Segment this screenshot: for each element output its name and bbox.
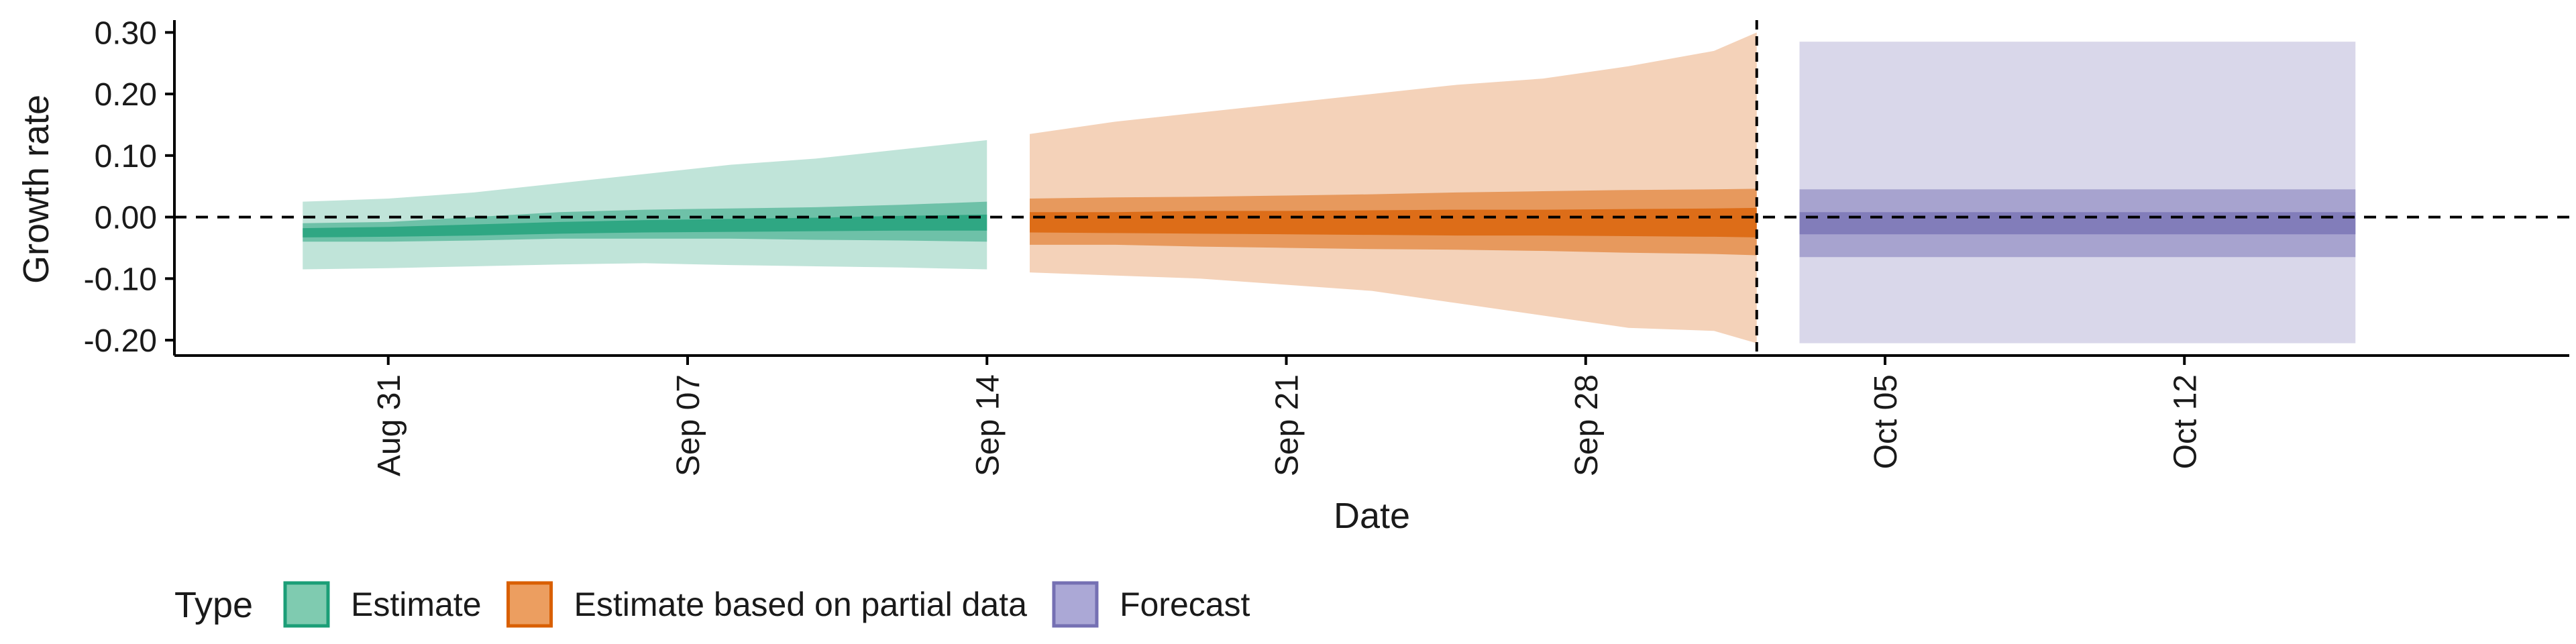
band-estimate-based-on-partial-data-20pct [1030, 207, 1757, 237]
band-forecast-20pct [1799, 212, 2356, 235]
bands-layer [303, 32, 2356, 343]
x-tick-label: Sep 28 [1569, 374, 1605, 476]
band-estimate-based-on-partial-data-90pct [1030, 32, 1757, 343]
x-tick-label: Aug 31 [372, 374, 407, 476]
y-tick-label: 0.10 [95, 139, 157, 174]
legend-swatch [1052, 581, 1099, 628]
legend-swatch [506, 581, 553, 628]
x-tick-label: Oct 05 [1868, 374, 1904, 469]
x-tick-label: Oct 12 [2167, 374, 2203, 469]
reference-lines [174, 20, 2569, 356]
x-tick-label: Sep 07 [671, 374, 706, 476]
y-tick-label: 0.30 [95, 15, 157, 51]
legend: Type Estimate Estimate based on partial d… [174, 581, 1250, 628]
x-axis-title: Date [1334, 496, 1410, 536]
y-tick-label: -0.10 [84, 262, 157, 297]
legend-title: Type [174, 585, 253, 625]
y-axis-title: Growth rate [16, 95, 56, 284]
y-tick-label: 0.00 [95, 201, 157, 236]
y-tick-label: -0.20 [84, 323, 157, 359]
y-ticks: 0.30 0.20 0.10 0.00 -0.10 -0.20 [84, 15, 174, 359]
x-ticks: Aug 31 Sep 07 Sep 14 Sep 21 Sep 28 Oct 05 Oct … [372, 356, 2203, 476]
band-estimate-20pct [303, 214, 987, 237]
legend-label: Estimate [351, 586, 482, 623]
legend-label: Forecast [1120, 586, 1250, 623]
y-tick-label: 0.20 [95, 77, 157, 113]
legend-label: Estimate based on partial data [574, 586, 1028, 623]
axes [173, 20, 2569, 357]
legend-swatch [283, 581, 330, 628]
x-tick-label: Sep 21 [1270, 374, 1305, 476]
x-tick-label: Sep 14 [970, 374, 1006, 476]
band-estimate-90pct [303, 140, 987, 270]
